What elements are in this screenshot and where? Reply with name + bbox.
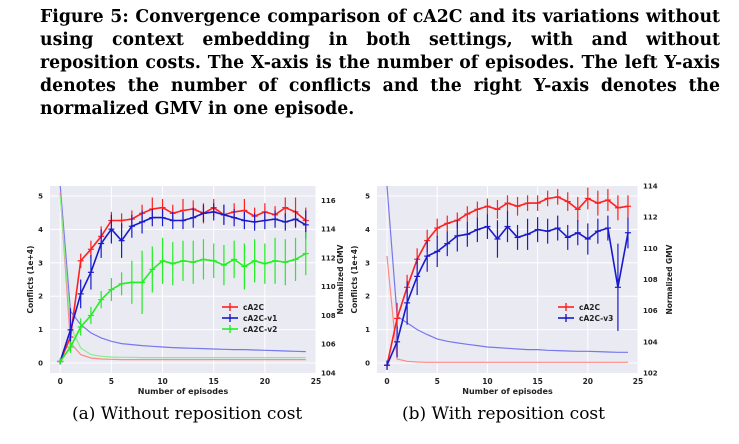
panel-b-x-tick-label: 5	[435, 377, 440, 386]
panel-b-y-left-tick-label: 0	[365, 359, 370, 367]
panel-b-x-tick-label: 20	[583, 377, 593, 386]
panel-a-y-right-tick-label: 114	[321, 226, 336, 234]
panel-b-x-axis-label: Number of episodes	[462, 387, 553, 396]
subcaption-a: (a) Without reposition cost	[72, 404, 303, 424]
panel-b-legend-label: cA2C	[579, 303, 600, 312]
panel-a-y-right-tick-label: 112	[321, 254, 336, 262]
panel-b-y-left-tick-label: 1	[365, 326, 370, 334]
panel-b-y-right-tick-label: 106	[643, 307, 658, 315]
panel-a-y-right-tick-label: 110	[321, 283, 336, 291]
panel-b-y-left-axis-label: Conflicts (1e+4)	[350, 246, 359, 314]
panel-a-y-right-axis-label: Normalized GMV	[336, 244, 345, 314]
panel-a-series-conflicts-2-line	[59, 195, 306, 359]
panel-b-series-conflicts-0-line	[386, 185, 628, 353]
panel-b-y-left-tick-label: 3	[365, 259, 370, 267]
panel-a-y-left-tick-label: 5	[38, 193, 43, 201]
panel-b-x-tick-label: 0	[384, 377, 389, 386]
panel-a-y-left-tick-label: 3	[38, 259, 43, 267]
panel-b-y-right-axis-label: Normalized GMV	[665, 244, 674, 314]
panel-a-series-conflicts-0-line	[59, 185, 306, 353]
panel-b-y-right-tick-label: 108	[643, 276, 658, 284]
panel-a-x-tick-label: 0	[58, 377, 63, 386]
panel-a-legend-label: cA2C-v2	[243, 325, 277, 334]
panel-a-x-axis-label: Number of episodes	[138, 387, 229, 396]
panel-b-y-left-tick-label: 2	[365, 293, 370, 301]
panel-a-y-left-tick-label: 4	[38, 226, 43, 234]
figure-caption: Figure 5: Convergence comparison of cA2C…	[40, 7, 720, 119]
subcaption-b: (b) With reposition cost	[402, 404, 605, 424]
panel-b-x-tick-label: 25	[633, 377, 643, 386]
panel-a-y-right-tick-label: 116	[321, 197, 336, 205]
panel-b-x-tick-label: 10	[482, 377, 492, 386]
panel-a-x-tick-label: 25	[311, 377, 321, 386]
panel-a-x-tick-label: 5	[109, 377, 114, 386]
panel-a-y-right-tick-label: 104	[321, 370, 336, 378]
panel-a-legend-label: cA2C-v1	[243, 314, 277, 323]
panel-a-y-left-axis-label: Conflicts (1e+4)	[26, 246, 35, 314]
panel-b-legend-label: cA2C-v3	[579, 314, 613, 323]
panel-a-series-conflicts-1-line	[59, 192, 306, 361]
panel-a-x-tick-label: 15	[208, 377, 218, 386]
panel-a-y-left-tick-label: 1	[38, 326, 43, 334]
panel-b-y-right-tick-label: 102	[643, 370, 658, 378]
panel-a-y-right-tick-label: 108	[321, 312, 336, 320]
panel-b-y-right-tick-label: 104	[643, 338, 658, 346]
panel-b-y-left-tick-label: 4	[365, 226, 370, 234]
panel-b-y-right-tick-label: 112	[643, 214, 658, 222]
panel-a-y-right-tick-label: 106	[321, 341, 336, 349]
panel-a-y-left-tick-label: 0	[38, 359, 43, 367]
panel-b-x-tick-label: 15	[532, 377, 542, 386]
panel-a-x-tick-label: 10	[157, 377, 167, 386]
panel-b-y-left-tick-label: 5	[365, 193, 370, 201]
panel-a-legend-label: cA2C	[243, 303, 264, 312]
panel-a-y-left-tick-label: 2	[38, 293, 43, 301]
panel-b-y-right-tick-label: 114	[643, 183, 658, 191]
panel-a-x-tick-label: 20	[260, 377, 270, 386]
panel-b-series-conflicts-1-line	[386, 256, 628, 363]
panel-b-y-right-tick-label: 110	[643, 245, 658, 253]
